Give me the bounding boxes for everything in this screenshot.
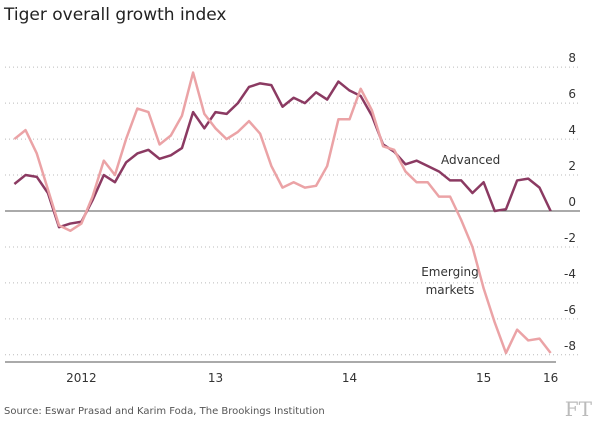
y-tick-label: 0 <box>568 195 576 209</box>
x-tick-label: 16 <box>543 371 558 385</box>
x-tick-label: 15 <box>476 371 491 385</box>
x-tick-label: 2012 <box>66 371 97 385</box>
source: Source: Eswar Prasad and Karim Foda, The… <box>4 406 325 417</box>
y-tick-label: -6 <box>564 303 576 317</box>
annotation: Emerging <box>421 265 479 279</box>
series-line <box>13 80 552 229</box>
y-tick-label: 8 <box>568 51 576 65</box>
x-tick-label: 14 <box>342 371 357 385</box>
y-tick-label: 4 <box>568 123 576 137</box>
annotation: Advanced <box>441 153 500 167</box>
y-tick-label: 6 <box>568 87 576 101</box>
y-tick-label: -8 <box>564 339 576 353</box>
chart-title: Tiger overall growth index <box>3 5 226 25</box>
annotation: markets <box>426 283 475 297</box>
y-tick-label: -4 <box>564 267 576 281</box>
x-tick-label: 13 <box>208 371 223 385</box>
series-line <box>13 71 552 355</box>
y-tick-label: -2 <box>564 231 576 245</box>
logo: FT <box>565 397 593 421</box>
y-tick-label: 2 <box>568 159 576 173</box>
